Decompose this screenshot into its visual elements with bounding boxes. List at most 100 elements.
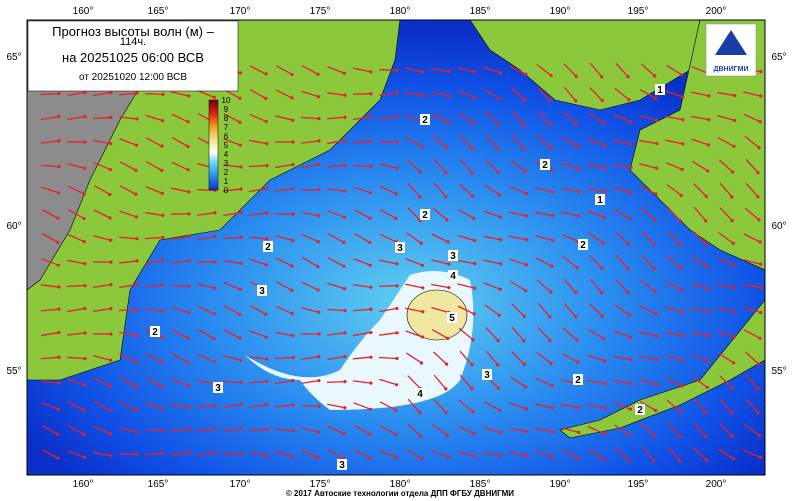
wave-arrow xyxy=(223,427,241,433)
wave-arrow-head xyxy=(343,354,347,359)
contour-label-bg xyxy=(447,312,457,323)
wave-arrow xyxy=(301,380,319,384)
wave-arrow xyxy=(640,63,656,77)
longitude-label: 190° xyxy=(550,6,571,17)
wave-arrow-head xyxy=(369,285,373,289)
wave-arrow-head xyxy=(160,360,164,364)
wave-arrow-head xyxy=(343,331,347,335)
wave-arrow-head xyxy=(496,338,500,343)
wave-arrow xyxy=(274,404,294,408)
wave-arrow xyxy=(693,231,707,245)
wave-arrow-head xyxy=(108,408,112,413)
wave-arrow-head xyxy=(342,240,346,244)
wave-arrow-head xyxy=(654,408,658,413)
wave-arrow xyxy=(641,254,655,270)
wave-arrow-head xyxy=(395,306,399,311)
wave-arrow-head xyxy=(758,240,762,244)
wave-arrow-head xyxy=(548,99,552,103)
wave-arrow xyxy=(743,449,761,459)
wave-arrow-head xyxy=(473,70,477,74)
wave-arrow xyxy=(119,401,137,411)
wave-arrow xyxy=(510,376,526,388)
wave-arrow xyxy=(745,182,759,198)
wave-arrow xyxy=(665,90,683,98)
wave-arrow xyxy=(639,89,657,99)
wave-arrow xyxy=(563,63,577,77)
wave-arrow xyxy=(665,161,683,171)
wave-arrow xyxy=(118,260,138,264)
wave-arrow xyxy=(275,331,293,337)
wave-arrow xyxy=(248,380,268,384)
wave-arrow xyxy=(588,447,604,461)
contour-label-bg xyxy=(150,326,160,337)
wave-arrow-head xyxy=(291,118,295,122)
wave-arrow xyxy=(41,209,59,219)
wave-arrow-head xyxy=(342,215,347,219)
wave-arrow xyxy=(41,331,59,337)
wave-arrow-head xyxy=(213,286,217,290)
wave-arrow xyxy=(745,398,759,414)
wave-arrow-head xyxy=(473,238,477,243)
wave-arrow-head xyxy=(161,309,165,313)
wave-arrow xyxy=(67,425,85,435)
wave-arrow xyxy=(222,236,242,240)
wave-arrow xyxy=(588,112,604,124)
contour-label: 3 xyxy=(215,383,221,394)
contour-label-bg xyxy=(415,388,425,399)
wave-arrow xyxy=(171,187,189,193)
wave-arrow xyxy=(691,307,709,313)
wave-arrow-head xyxy=(135,334,139,338)
contour-label: 2 xyxy=(422,210,428,221)
wave-arrow xyxy=(691,115,709,121)
wave-arrow xyxy=(353,186,371,194)
wave-arrow xyxy=(66,284,86,288)
wave-arrow xyxy=(641,423,655,437)
wave-arrow-head xyxy=(317,188,321,192)
wave-arrow xyxy=(433,158,447,174)
wave-arrow-head xyxy=(602,215,607,219)
wave-arrow-head xyxy=(757,218,761,222)
wave-arrow xyxy=(666,255,682,269)
wave-arrow-head xyxy=(135,259,139,263)
wave-arrow-head xyxy=(421,93,425,98)
title-line: на 20251025 06:00 ВСВ xyxy=(62,50,204,65)
wave-arrow-head xyxy=(577,405,581,410)
wave-arrow-head xyxy=(418,195,422,199)
wave-arrow-head xyxy=(681,118,685,122)
color-bar-label: 0 xyxy=(224,186,229,195)
wave-arrow-head xyxy=(264,312,268,316)
wave-arrow xyxy=(717,307,735,313)
wave-arrow-head xyxy=(549,361,553,366)
wave-arrow-head xyxy=(680,167,684,172)
wave-arrow-head xyxy=(471,410,475,414)
wave-arrow xyxy=(93,209,111,219)
longitude-label: 195° xyxy=(628,6,649,17)
contour-label: 4 xyxy=(417,389,423,400)
wave-arrow xyxy=(483,66,501,74)
wave-arrow-head xyxy=(343,93,347,97)
wave-arrow-head xyxy=(56,456,60,460)
wave-arrow-head xyxy=(239,403,243,407)
wave-arrow-head xyxy=(471,194,475,198)
wave-arrow xyxy=(275,163,293,169)
wave-arrow xyxy=(223,260,241,264)
wave-arrow-head xyxy=(655,118,659,123)
wave-arrow-head xyxy=(654,312,658,316)
wave-arrow-head xyxy=(473,261,477,266)
wave-arrow xyxy=(145,353,163,363)
wave-arrow xyxy=(171,113,189,123)
wave-arrow-head xyxy=(212,360,216,364)
wave-arrow-head xyxy=(759,262,763,266)
wave-arrow xyxy=(301,163,319,169)
wave-arrow-head xyxy=(317,355,321,359)
wave-arrow xyxy=(40,380,60,384)
wave-arrow xyxy=(536,63,552,77)
contour-label: 2 xyxy=(542,160,548,171)
wave-arrow xyxy=(433,374,447,390)
wave-arrow-head xyxy=(56,263,61,267)
wave-arrow xyxy=(511,303,525,317)
wave-arrow xyxy=(561,211,579,217)
footer: © 2017 Автоские технологии отдела ДПП ФГ… xyxy=(286,489,514,498)
contour-label: 2 xyxy=(580,240,586,251)
wave-arrow xyxy=(457,305,475,315)
